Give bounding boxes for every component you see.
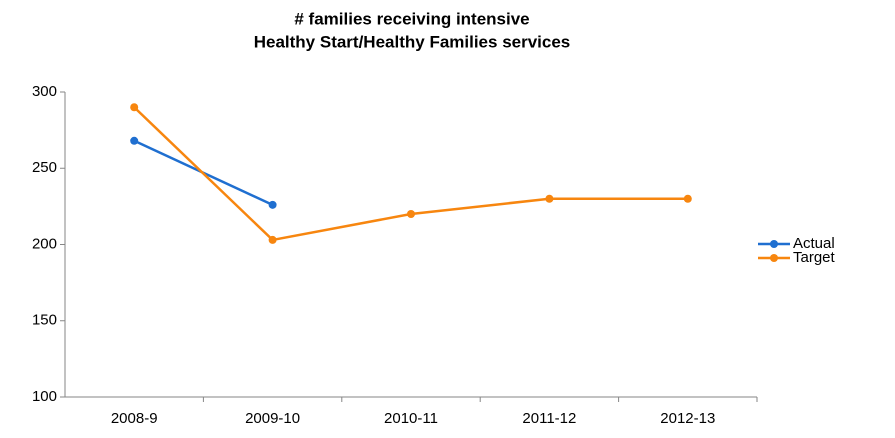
series-line bbox=[133, 106, 688, 242]
data-point bbox=[130, 103, 139, 112]
y-tick-label: 300 bbox=[32, 83, 57, 100]
legend-label: Actual bbox=[793, 235, 835, 252]
x-tick-label: 2008-9 bbox=[111, 410, 158, 427]
chart-title: Healthy Start/Healthy Families services bbox=[254, 32, 571, 51]
y-tick-label: 250 bbox=[32, 159, 57, 176]
data-point bbox=[407, 210, 415, 218]
x-tick-label: 2009-10 bbox=[245, 410, 300, 427]
y-tick-label: 200 bbox=[32, 235, 57, 252]
x-tick-label: 2012-13 bbox=[660, 410, 715, 427]
y-tick-label: 100 bbox=[32, 388, 57, 405]
legend-label: Target bbox=[793, 249, 836, 266]
x-tick-label: 2011-12 bbox=[522, 410, 576, 427]
data-point bbox=[268, 235, 277, 244]
legend-marker bbox=[770, 240, 778, 248]
data-point bbox=[268, 200, 277, 209]
data-point bbox=[683, 194, 692, 203]
data-point bbox=[130, 136, 139, 145]
legend-marker bbox=[770, 254, 778, 262]
y-tick-label: 150 bbox=[32, 312, 57, 329]
chart-title: # families receiving intensive bbox=[294, 9, 529, 28]
data-point bbox=[545, 194, 554, 203]
x-tick-label: 2010-11 bbox=[384, 410, 438, 427]
